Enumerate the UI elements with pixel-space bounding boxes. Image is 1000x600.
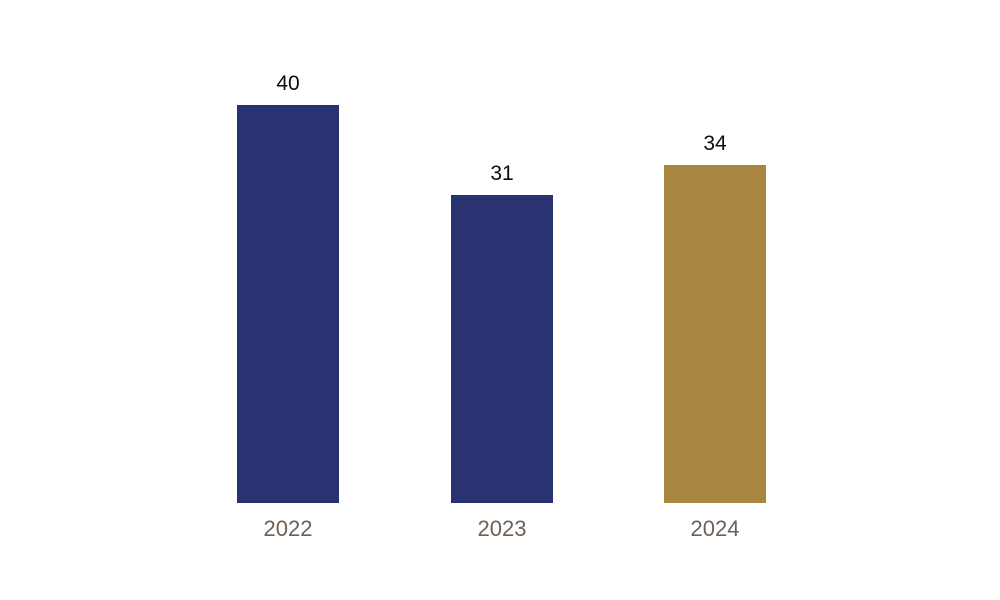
bar-value-label: 34 — [703, 131, 727, 155]
bar — [237, 105, 339, 503]
x-axis-tick-label: 2024 — [690, 516, 740, 541]
bar — [664, 165, 766, 503]
bar-value-label: 40 — [276, 71, 300, 95]
x-axis-tick-label: 2022 — [263, 516, 313, 541]
bar-value-label: 31 — [490, 161, 514, 185]
x-axis-tick-label: 2023 — [477, 516, 527, 541]
bar — [451, 195, 553, 503]
